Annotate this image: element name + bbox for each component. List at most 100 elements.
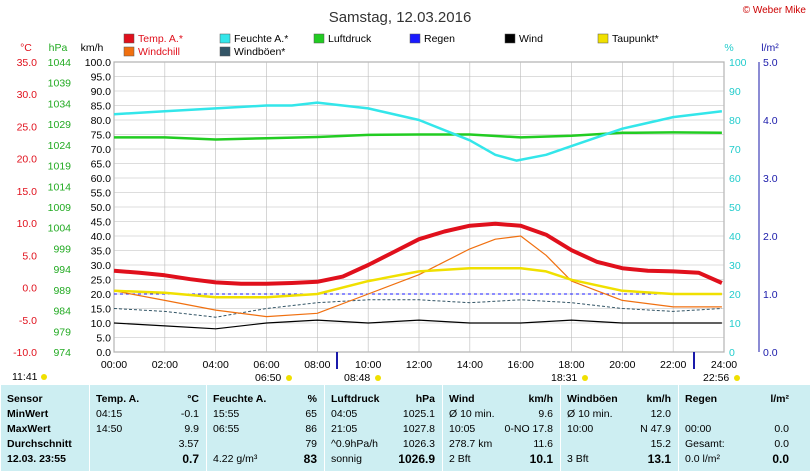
weather-chart: Samstag, 12.03.2016 © Weber Mike Temp. A… <box>12 5 807 384</box>
cell-value: 15.2 <box>650 438 671 450</box>
pct-tick-label: 100 <box>729 57 747 69</box>
stats-table: Sensor MinWert MaxWert Durchschnitt 12.03. 2… <box>0 385 810 471</box>
column-unit: % <box>307 393 317 405</box>
rain-tick-label: 5.0 <box>763 57 778 69</box>
temp-tick-label: 15.0 <box>17 186 38 198</box>
x-tick-label: 12:00 <box>406 359 432 371</box>
temp-tick-label: 25.0 <box>17 121 38 133</box>
cell-note: 04:05 <box>331 408 358 420</box>
table-column: Windböen km/h Ø 10 min. 12.0 10:00 N 47.9 15.2… <box>560 385 679 471</box>
temp-tick-label: 10.0 <box>17 218 38 230</box>
cell-value: 13.1 <box>647 452 671 466</box>
sun-time-label: 11:41 <box>12 371 38 383</box>
pct-tick-label: 60 <box>729 173 741 185</box>
column-unit: km/h <box>528 393 553 405</box>
kmh-tick-label: 40.0 <box>91 231 112 243</box>
cell-value: 11.6 <box>533 438 553 450</box>
table-column: Sensor MinWert MaxWert Durchschnitt 12.03. 2… <box>0 385 90 471</box>
rain-tick-label: 1.0 <box>763 289 778 301</box>
legend-swatch <box>597 33 609 44</box>
hpa-tick-label: 999 <box>53 243 71 255</box>
pct-tick-label: 30 <box>729 260 741 272</box>
cell-note: 04:15 <box>96 408 123 420</box>
rain-tick-label: 0.0 <box>763 347 778 359</box>
column-unit: l/m² <box>770 393 789 405</box>
legend-swatch <box>123 46 135 57</box>
cell-note: 278.7 km <box>449 438 493 450</box>
column-header: Regen <box>685 393 718 405</box>
x-tick-label: 18:00 <box>558 359 584 371</box>
temp-tick-label: -5.0 <box>19 315 37 327</box>
cell-note: 4.22 g/m³ <box>213 453 258 465</box>
legend-swatch <box>409 33 421 44</box>
pct-tick-label: 10 <box>729 318 741 330</box>
kmh-tick-label: 80.0 <box>91 115 112 127</box>
kmh-tick-label: 30.0 <box>91 260 112 272</box>
table-column: Temp. A. °C 04:15 -0.1 14:50 9.9 3.57 0.7 <box>89 385 207 471</box>
cell-note: ^0.9hPa/h <box>331 438 378 450</box>
copyright: © Weber Mike <box>743 5 807 16</box>
rain-tick-label: 4.0 <box>763 115 778 127</box>
column-header: Feuchte A. <box>213 393 267 405</box>
sun-icon <box>41 374 47 380</box>
temp-tick-label: 0.0 <box>22 283 37 295</box>
kmh-tick-label: 75.0 <box>91 130 112 142</box>
cell-note: 14:50 <box>96 423 123 435</box>
cell-value: 12.0 <box>650 408 671 420</box>
column-header: Luftdruck <box>331 393 380 405</box>
legend-swatch <box>219 46 231 57</box>
row-label: MinWert <box>7 408 49 420</box>
legend-swatch <box>123 33 135 44</box>
cell-value: 65 <box>305 408 317 420</box>
legend-label: Windchill <box>138 46 180 58</box>
x-tick-label: 20:00 <box>609 359 635 371</box>
cell-value: 83 <box>303 452 317 466</box>
hpa-tick-label: 1004 <box>48 223 72 235</box>
hpa-tick-label: 974 <box>53 347 71 359</box>
kmh-tick-label: 90.0 <box>91 86 112 98</box>
table-column: Regen l/m² 00:00 0.0 Gesamt: 0.0 0.0 l/m² 0.0 <box>678 385 797 471</box>
temp-tick-label: 35.0 <box>17 57 38 69</box>
x-tick-label: 04:00 <box>203 359 229 371</box>
pct-tick-label: 0 <box>729 347 735 359</box>
temp-tick-label: -10.0 <box>13 347 37 359</box>
kmh-tick-label: 55.0 <box>91 188 112 200</box>
sun-time-label: 08:48 <box>344 372 370 384</box>
legend-label: Temp. A.* <box>138 33 183 45</box>
cell-note: 10:00 <box>567 423 594 435</box>
kmh-tick-label: 65.0 <box>91 159 112 171</box>
column-unit: hPa <box>415 393 435 405</box>
row-label: MaxWert <box>7 423 51 435</box>
kmh-tick-label: 0.0 <box>96 347 111 359</box>
cell-value: 1026.3 <box>402 438 435 450</box>
cell-value: 1027.8 <box>402 423 435 435</box>
kmh-tick-label: 100.0 <box>85 57 111 69</box>
cell-note: 0.0 l/m² <box>685 453 721 465</box>
series <box>113 101 723 330</box>
series-wind <box>113 319 722 330</box>
x-tick-label: 00:00 <box>101 359 127 371</box>
axes: 00:00 02:00 04:00 06:00 08:00 10:00 12:00 14:00… <box>13 57 778 371</box>
cell-value: 9.6 <box>538 408 553 420</box>
hpa-tick-label: 1019 <box>48 161 72 173</box>
cell-note: Gesamt: <box>685 438 725 450</box>
column-unit: °C <box>187 393 199 405</box>
cell-note: sonnig <box>331 453 362 465</box>
series-luftdruck <box>114 131 722 141</box>
cell-note: 3 Bft <box>567 453 589 465</box>
pct-tick-label: 80 <box>729 115 741 127</box>
x-tick-label: 06:00 <box>253 359 279 371</box>
legend: Temp. A.* Feuchte A.* Luftdruck Regen Wind Ta… <box>123 33 659 58</box>
hpa-tick-label: 979 <box>53 326 71 338</box>
series-windben <box>113 299 722 318</box>
kmh-tick-label: 85.0 <box>91 101 112 113</box>
x-tick-label: 22:00 <box>660 359 686 371</box>
series-tempa <box>113 221 723 286</box>
pct-tick-label: 70 <box>729 144 741 156</box>
column-unit: km/h <box>646 393 671 405</box>
hpa-tick-label: 989 <box>53 285 71 297</box>
pct-tick-label: 50 <box>729 202 741 214</box>
cell-note: 06:55 <box>213 423 240 435</box>
cell-value: 0-NO 17.8 <box>504 423 553 435</box>
temp-tick-label: 20.0 <box>17 154 38 166</box>
